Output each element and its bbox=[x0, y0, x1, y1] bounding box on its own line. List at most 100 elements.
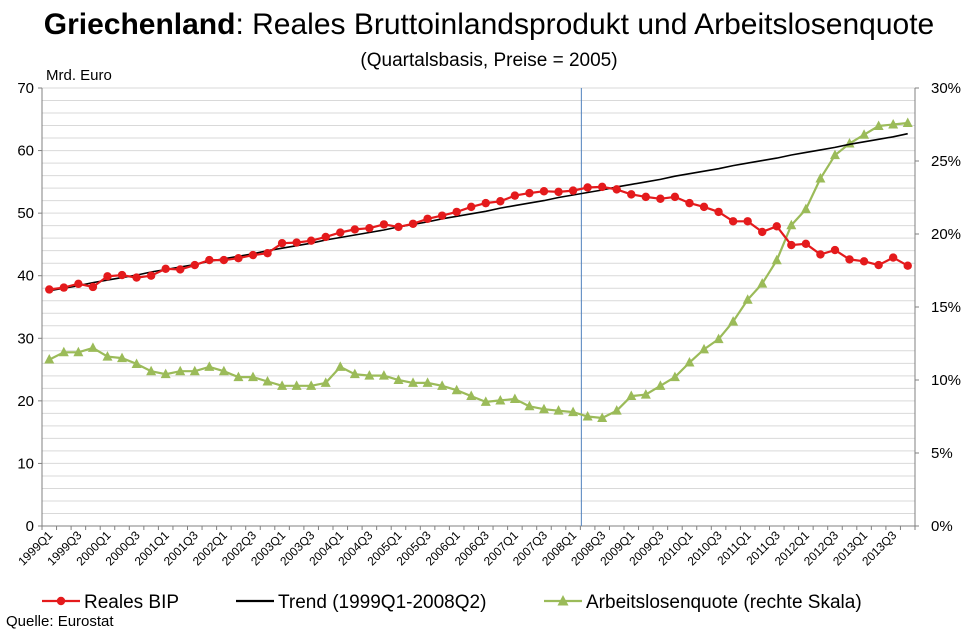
data-point bbox=[190, 260, 199, 270]
data-point bbox=[161, 264, 170, 274]
data-point bbox=[597, 182, 607, 192]
y-axis-ticks-left: 0 10 20 30 40 50 60 70 bbox=[17, 80, 42, 535]
chart-subtitle: (Quartalsbasis, Preise = 2005) bbox=[360, 50, 617, 71]
data-point bbox=[422, 377, 433, 387]
chart-title-rest: : Reales Bruttoinlandsprodukt und Arbeit… bbox=[235, 8, 934, 41]
data-point bbox=[641, 192, 651, 202]
data-point bbox=[320, 377, 331, 387]
data-point bbox=[131, 358, 142, 368]
y2-tick-label: 5% bbox=[931, 445, 953, 462]
data-point bbox=[350, 225, 360, 234]
chart-title: Griechenland: Reales Bruttoinlandsproduk… bbox=[44, 8, 935, 41]
data-point bbox=[292, 238, 301, 247]
data-point bbox=[74, 279, 83, 289]
data-point bbox=[393, 374, 404, 384]
data-point bbox=[364, 370, 375, 380]
legend: Reales BIP Trend (1999Q1-2008Q2) Arbeitslo… bbox=[42, 592, 862, 613]
data-point bbox=[408, 219, 418, 228]
data-point bbox=[365, 223, 374, 233]
y-tick-label: 50 bbox=[17, 205, 34, 222]
data-point bbox=[568, 186, 578, 195]
data-point bbox=[45, 285, 54, 294]
data-point bbox=[685, 198, 694, 208]
data-point bbox=[480, 396, 491, 406]
data-point bbox=[772, 222, 781, 231]
legend-label: Arbeitslosenquote (rechte Skala) bbox=[586, 592, 862, 613]
data-point bbox=[597, 412, 608, 422]
data-point bbox=[233, 371, 244, 382]
data-point bbox=[378, 370, 389, 380]
data-point bbox=[539, 187, 549, 196]
gridlines bbox=[42, 87, 915, 527]
data-point bbox=[640, 389, 651, 399]
data-point bbox=[568, 406, 579, 417]
data-point bbox=[248, 250, 258, 260]
data-point bbox=[888, 253, 898, 262]
series-layer bbox=[44, 117, 913, 422]
data-point bbox=[218, 365, 229, 376]
data-point bbox=[306, 380, 317, 390]
data-point bbox=[146, 365, 157, 376]
data-point bbox=[87, 342, 98, 352]
data-point bbox=[466, 390, 477, 401]
data-point bbox=[771, 254, 782, 265]
data-point bbox=[247, 371, 258, 382]
data-point bbox=[102, 351, 113, 361]
y-tick-label: 20 bbox=[17, 393, 34, 410]
data-point bbox=[525, 188, 534, 198]
legend-label: Reales BIP bbox=[84, 592, 179, 613]
data-point bbox=[670, 192, 680, 202]
y-axis-label: Mrd. Euro bbox=[46, 67, 112, 84]
data-point bbox=[859, 257, 869, 266]
axes bbox=[41, 88, 916, 527]
data-point bbox=[787, 240, 796, 250]
data-point bbox=[903, 261, 912, 270]
data-point bbox=[73, 346, 84, 357]
y-tick-label: 70 bbox=[17, 80, 34, 97]
data-point bbox=[714, 207, 723, 217]
y2-tick-label: 15% bbox=[931, 299, 961, 316]
data-point bbox=[874, 260, 883, 270]
y2-tick-label: 30% bbox=[931, 80, 961, 97]
data-point bbox=[306, 236, 316, 245]
data-point bbox=[627, 190, 636, 199]
data-point bbox=[583, 183, 592, 192]
data-point bbox=[146, 271, 156, 280]
data-point bbox=[758, 227, 767, 237]
data-point bbox=[394, 222, 403, 232]
data-point bbox=[408, 377, 419, 387]
data-point bbox=[844, 137, 855, 148]
y2-tick-label: 25% bbox=[931, 153, 961, 170]
data-point bbox=[888, 119, 899, 129]
data-point bbox=[611, 405, 622, 415]
data-point bbox=[437, 211, 447, 220]
data-point bbox=[669, 371, 680, 382]
data-point bbox=[553, 405, 564, 415]
data-point bbox=[117, 270, 127, 280]
legend-label: Trend (1999Q1-2008Q2) bbox=[278, 592, 486, 613]
data-point bbox=[800, 203, 811, 214]
data-point bbox=[44, 354, 55, 364]
y2-tick-label: 20% bbox=[931, 226, 961, 243]
data-point bbox=[437, 380, 448, 390]
data-point bbox=[132, 273, 141, 282]
data-point bbox=[291, 380, 302, 390]
data-point bbox=[117, 352, 128, 363]
y-tick-label: 0 bbox=[26, 518, 34, 535]
data-point bbox=[495, 394, 506, 405]
data-point bbox=[538, 403, 549, 414]
data-point bbox=[699, 343, 710, 354]
data-point bbox=[612, 185, 621, 194]
data-point bbox=[830, 245, 840, 255]
data-point bbox=[829, 149, 840, 160]
y2-tick-label: 10% bbox=[931, 372, 961, 389]
data-point bbox=[451, 384, 462, 395]
data-point bbox=[554, 187, 563, 197]
data-point bbox=[452, 207, 461, 217]
data-point bbox=[336, 228, 345, 237]
data-point bbox=[481, 198, 490, 208]
data-point bbox=[626, 390, 637, 401]
y-tick-label: 40 bbox=[17, 268, 34, 285]
data-point bbox=[510, 191, 520, 200]
